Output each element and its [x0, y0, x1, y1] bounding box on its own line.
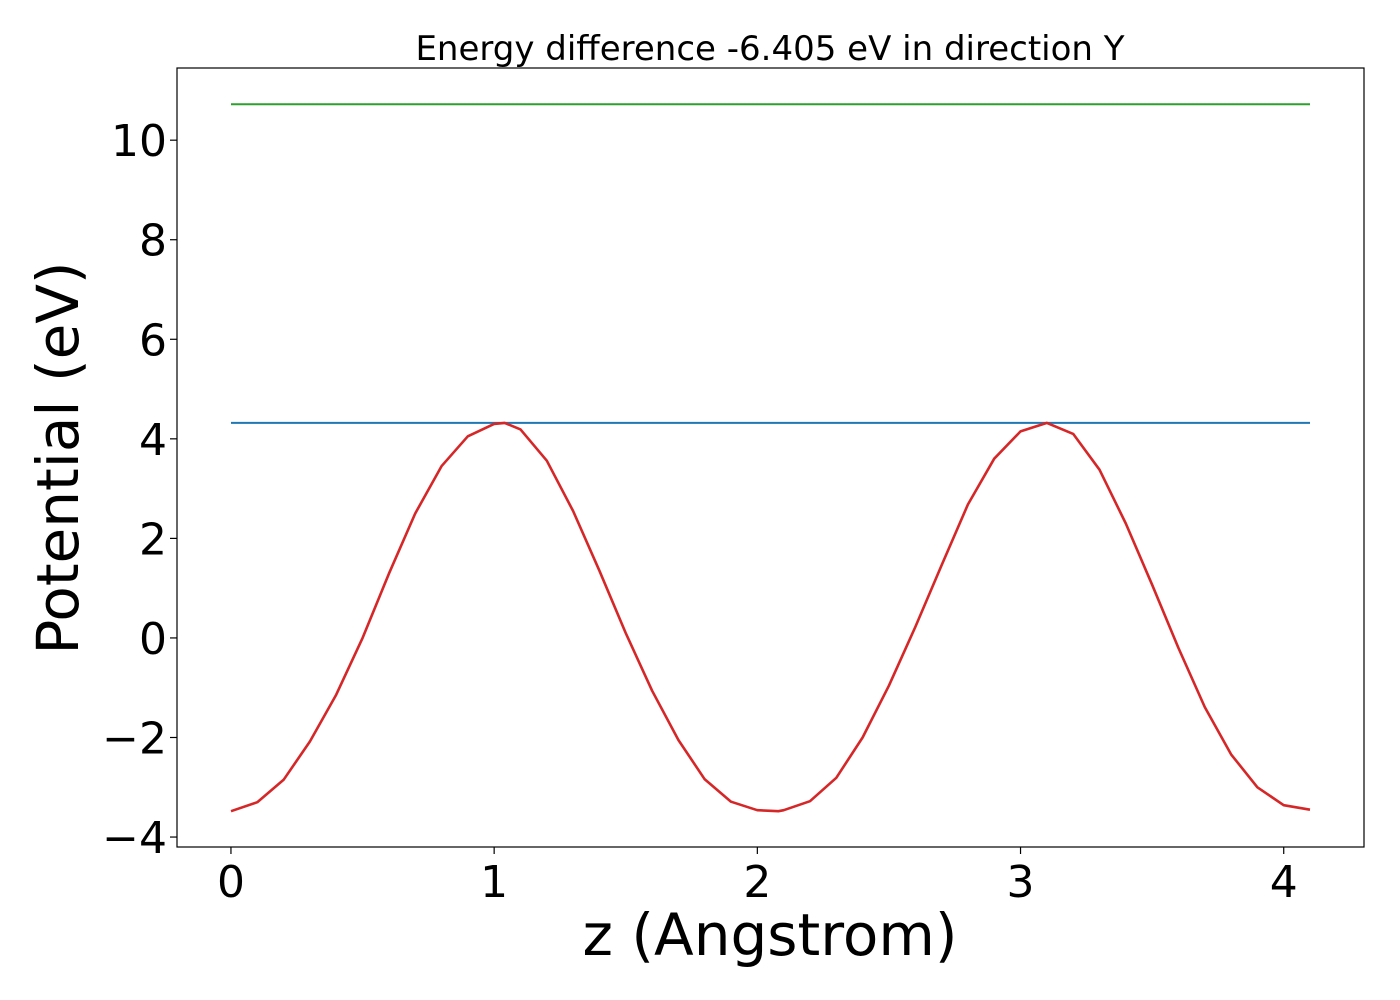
- y-tick-label: 2: [139, 514, 167, 565]
- x-axis-ticks: 0 1 2 3 4: [217, 847, 1298, 908]
- y-tick-label: 10: [111, 116, 167, 167]
- axes-frame: [176, 67, 1365, 848]
- y-axis-label: Potential (eV): [24, 261, 92, 654]
- y-axis-ticks: −4 −2 0 2 4 6 8 10: [102, 116, 177, 864]
- series-line-3: [230, 421, 1311, 813]
- y-tick-label: 4: [139, 415, 167, 466]
- x-tick-label: 1: [480, 857, 508, 908]
- y-tick-label: −2: [102, 713, 167, 764]
- y-tick-label: 8: [139, 216, 167, 267]
- x-axis-label: z (Angstrom): [583, 901, 958, 969]
- y-tick-label: 6: [139, 315, 167, 366]
- x-tick-label: 0: [217, 857, 245, 908]
- y-tick-label: 0: [139, 614, 167, 665]
- x-tick-label: 3: [1007, 857, 1035, 908]
- x-tick-label: 4: [1270, 857, 1298, 908]
- y-tick-label: −4: [102, 813, 167, 864]
- x-tick-label: 2: [743, 857, 771, 908]
- plot-area: [230, 103, 1311, 813]
- chart-title: Energy difference -6.405 eV in direction…: [415, 29, 1124, 69]
